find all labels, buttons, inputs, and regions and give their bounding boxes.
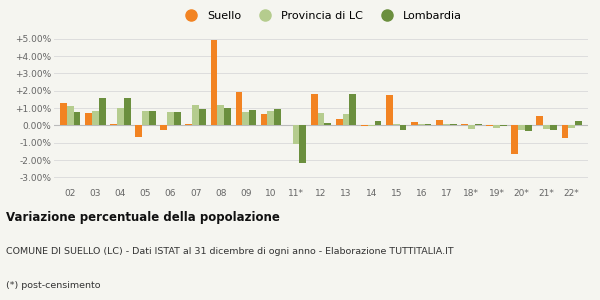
Bar — [60, 103, 67, 125]
Bar — [149, 111, 155, 125]
Bar — [117, 108, 124, 125]
Bar — [468, 125, 475, 129]
Bar — [261, 114, 268, 125]
Bar — [67, 106, 74, 125]
Bar — [110, 124, 117, 125]
Bar — [224, 108, 231, 125]
Bar — [450, 124, 457, 125]
Bar — [400, 125, 406, 130]
Bar — [293, 125, 299, 144]
Bar — [336, 119, 343, 125]
Bar — [374, 121, 381, 125]
Bar — [436, 120, 443, 125]
Bar — [550, 125, 557, 130]
Bar — [136, 125, 142, 136]
Legend: Suello, Provincia di LC, Lombardia: Suello, Provincia di LC, Lombardia — [180, 11, 462, 21]
Bar — [368, 125, 374, 126]
Bar — [99, 98, 106, 125]
Bar — [167, 112, 174, 125]
Bar — [74, 112, 80, 125]
Bar — [325, 123, 331, 125]
Bar — [361, 125, 368, 126]
Bar — [311, 94, 317, 125]
Bar — [349, 94, 356, 125]
Bar — [174, 112, 181, 125]
Bar — [211, 40, 217, 125]
Bar — [249, 110, 256, 125]
Bar — [199, 109, 206, 125]
Bar — [543, 125, 550, 129]
Bar — [493, 125, 500, 128]
Bar — [268, 111, 274, 125]
Bar — [274, 109, 281, 125]
Bar — [568, 125, 575, 128]
Bar — [475, 124, 482, 125]
Bar — [518, 125, 525, 130]
Bar — [575, 121, 582, 125]
Bar — [443, 124, 450, 125]
Bar — [160, 125, 167, 130]
Bar — [185, 124, 192, 125]
Bar — [85, 113, 92, 125]
Bar — [487, 125, 493, 126]
Bar — [236, 92, 242, 125]
Bar — [299, 125, 306, 163]
Bar — [142, 111, 149, 125]
Bar — [124, 98, 131, 125]
Bar — [525, 125, 532, 131]
Text: (*) post-censimento: (*) post-censimento — [6, 280, 101, 290]
Bar — [217, 104, 224, 125]
Bar — [461, 124, 468, 125]
Bar — [511, 125, 518, 154]
Bar — [343, 114, 349, 125]
Bar — [500, 125, 506, 126]
Bar — [317, 113, 325, 125]
Bar — [393, 124, 400, 125]
Bar — [418, 124, 425, 125]
Bar — [562, 125, 568, 138]
Text: Variazione percentuale della popolazione: Variazione percentuale della popolazione — [6, 212, 280, 224]
Bar — [425, 124, 431, 125]
Bar — [192, 104, 199, 125]
Bar — [386, 95, 393, 125]
Bar — [242, 112, 249, 125]
Text: COMUNE DI SUELLO (LC) - Dati ISTAT al 31 dicembre di ogni anno - Elaborazione TU: COMUNE DI SUELLO (LC) - Dati ISTAT al 31… — [6, 248, 454, 256]
Bar — [92, 111, 99, 125]
Bar — [536, 116, 543, 125]
Bar — [411, 122, 418, 125]
